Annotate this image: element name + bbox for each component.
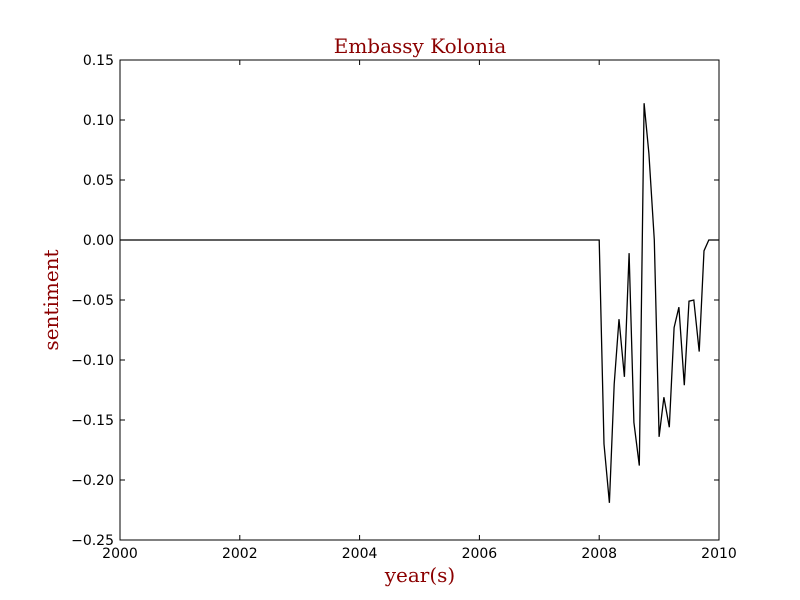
x-tick-label: 2004 xyxy=(342,546,378,562)
plot-frame xyxy=(119,59,720,541)
series-line xyxy=(120,103,719,503)
y-axis-label: sentiment xyxy=(39,249,63,350)
y-tick-label: 0.05 xyxy=(83,173,114,189)
y-axis: −0.25 −0.20 −0.15 −0.10 −0.05 0.00 0.05 0.10 0.1… xyxy=(71,53,719,549)
y-tick-label: −0.05 xyxy=(71,293,114,309)
y-tick-label: 0.00 xyxy=(83,233,114,249)
y-tick-label: −0.20 xyxy=(71,473,114,489)
y-tick-label: −0.15 xyxy=(71,413,114,429)
x-tick-label: 2002 xyxy=(222,546,258,562)
x-tick-label: 2008 xyxy=(581,546,617,562)
y-tick-label: 0.15 xyxy=(83,53,114,69)
x-tick-label: 2006 xyxy=(462,546,498,562)
y-tick-label: 0.10 xyxy=(83,113,114,129)
x-tick-label: 2000 xyxy=(102,546,138,562)
x-axis: 2000 2002 2004 2006 2008 2010 xyxy=(102,60,737,562)
y-tick-label: −0.10 xyxy=(71,353,114,369)
x-axis-label: year(s) xyxy=(384,563,456,587)
chart-title: Embassy Kolonia xyxy=(334,34,507,58)
x-tick-label: 2010 xyxy=(701,546,737,562)
y-tick-label: −0.25 xyxy=(71,533,114,549)
